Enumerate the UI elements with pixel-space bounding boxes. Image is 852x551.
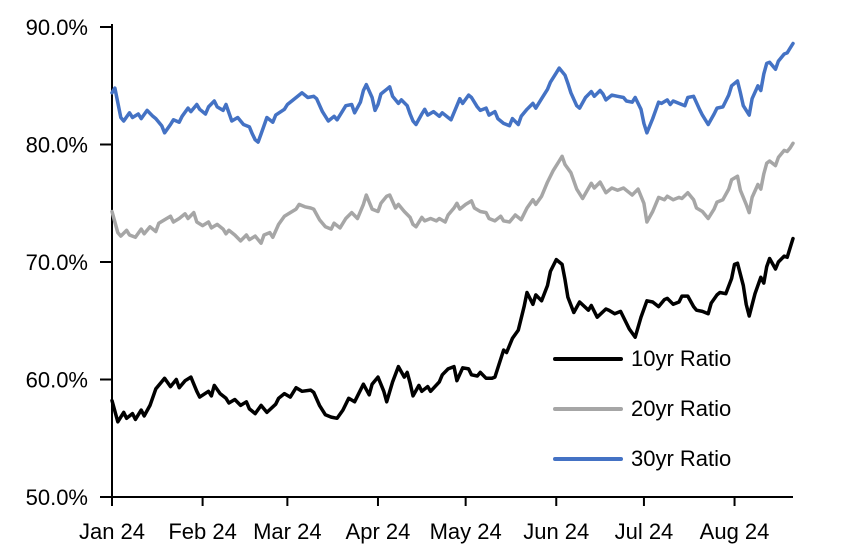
- x-axis-tick-label: Jun 24: [523, 519, 589, 544]
- y-axis-tick-label: 90.0%: [26, 15, 88, 40]
- x-axis-tick-label: Apr 24: [346, 519, 411, 544]
- x-axis-tick-label: Aug 24: [700, 519, 770, 544]
- legend-label-10yr: 10yr Ratio: [631, 346, 732, 371]
- series-line-30yr-ratio: [110, 41, 795, 144]
- x-axis-tick-label: Mar 24: [253, 519, 321, 544]
- legend-swatch-10yr: [553, 357, 623, 361]
- chart-legend: 10yr Ratio 20yr Ratio 30yr Ratio: [553, 347, 731, 497]
- legend-item-10yr: 10yr Ratio: [553, 347, 731, 371]
- x-axis-tick-label: Jul 24: [615, 519, 674, 544]
- legend-item-30yr: 30yr Ratio: [553, 447, 731, 471]
- y-axis-tick-label: 70.0%: [26, 250, 88, 275]
- x-axis-tick-label: Jan 24: [79, 519, 145, 544]
- legend-label-20yr: 20yr Ratio: [631, 396, 732, 421]
- x-axis-tick-label: May 24: [430, 519, 502, 544]
- legend-item-20yr: 20yr Ratio: [553, 397, 731, 421]
- series-line-10yr-ratio: [110, 236, 795, 424]
- y-axis-tick-label: 60.0%: [26, 368, 88, 393]
- legend-swatch-30yr: [553, 457, 623, 461]
- y-axis-tick-label: 50.0%: [26, 485, 88, 510]
- series-line-20yr-ratio: [110, 141, 795, 245]
- x-axis-tick-label: Feb 24: [168, 519, 237, 544]
- legend-label-30yr: 30yr Ratio: [631, 446, 732, 471]
- legend-swatch-20yr: [553, 407, 623, 411]
- y-axis-tick-label: 80.0%: [26, 133, 88, 158]
